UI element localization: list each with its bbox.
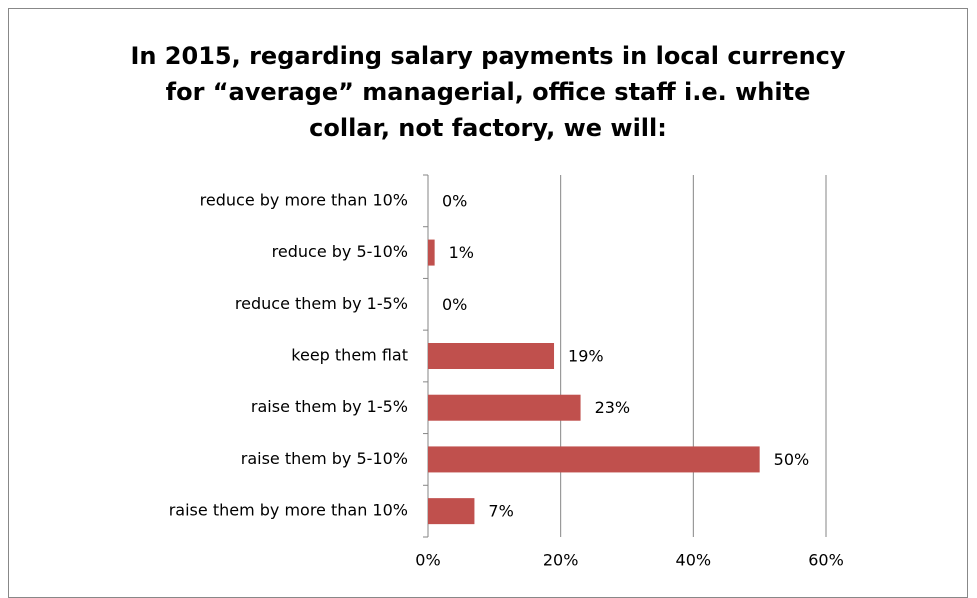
bar — [428, 498, 475, 525]
y-tick-label: keep them flat — [291, 346, 408, 365]
bar — [428, 446, 760, 473]
y-tick-label: reduce by 5-10% — [272, 242, 408, 261]
data-label: 7% — [488, 502, 513, 521]
data-label: 0% — [442, 295, 467, 314]
x-tick-label: 20% — [543, 551, 579, 570]
data-label: 1% — [449, 243, 474, 262]
data-label: 0% — [442, 191, 467, 210]
y-tick-label: raise them by 5-10% — [241, 449, 408, 468]
bar — [428, 343, 555, 369]
chart-title: In 2015, regarding salary payments in lo… — [130, 42, 846, 142]
y-tick-label: raise them by more than 10% — [169, 501, 408, 520]
y-tick-label: raise them by 1-5% — [251, 397, 408, 416]
x-tick-label: 40% — [676, 551, 712, 570]
x-tick-label: 0% — [415, 551, 440, 570]
page: In 2015, regarding salary payments in lo… — [8, 8, 968, 598]
data-label: 19% — [568, 347, 604, 366]
y-tick-label: reduce by more than 10% — [200, 190, 408, 209]
data-label: 50% — [774, 450, 810, 469]
y-tick-label: reduce them by 1-5% — [235, 294, 408, 313]
chart: 0% 20% 40% 60% reduce by more than 10% 0% redu… — [169, 174, 844, 570]
bar — [428, 239, 435, 266]
x-tick-label: 60% — [808, 551, 844, 570]
data-label: 23% — [595, 398, 631, 417]
bar — [428, 394, 581, 421]
